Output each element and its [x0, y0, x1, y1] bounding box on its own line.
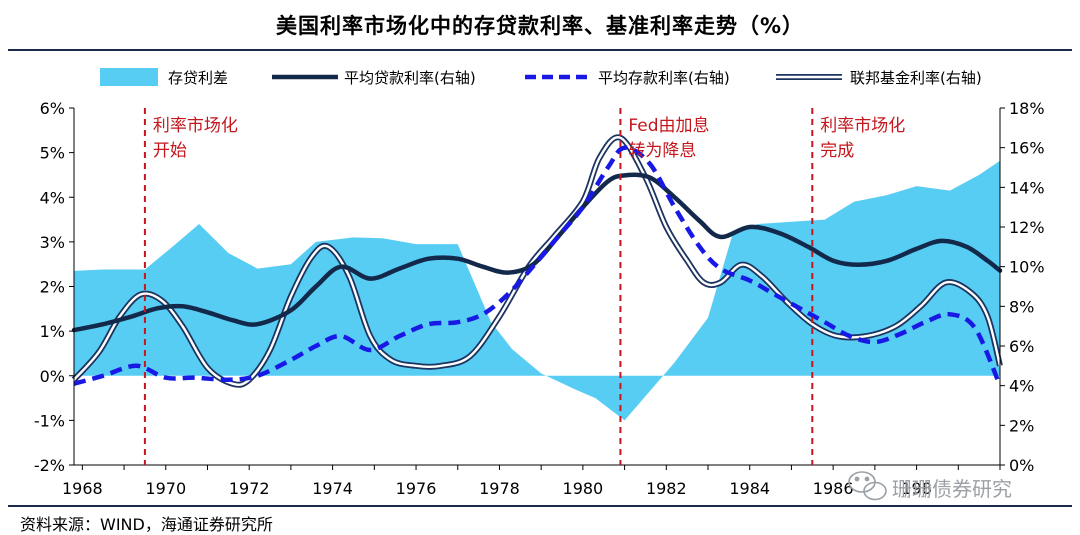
left-axis-tick-label: 1%: [40, 322, 65, 341]
event-marker-label: 完成: [820, 141, 854, 161]
legend-label-loan: 平均贷款利率(右轴): [344, 69, 476, 87]
footer-rule: [8, 505, 1072, 507]
x-axis-tick-label: 198: [901, 479, 932, 498]
left-axis-tick-label: 4%: [40, 188, 65, 207]
series-deposit-line: [73, 145, 1003, 387]
left-axis-tick-label: 0%: [40, 367, 65, 386]
series-fed-line-inner: [73, 136, 1002, 386]
legend-label-spread: 存贷利差: [168, 69, 228, 87]
event-marker-label: 利率市场化: [153, 116, 238, 136]
watermark-text: 珊珊债券研究: [892, 477, 1012, 501]
title-underline: [8, 49, 1072, 51]
x-axis-tick-label: 1982: [646, 479, 687, 498]
x-axis-tick-label: 1970: [145, 479, 186, 498]
legend-swatch-spread: [100, 68, 158, 86]
event-marker-label: 开始: [153, 141, 187, 161]
left-axis-tick-label: 3%: [40, 233, 65, 252]
legend-label-fed: 联邦基金利率(右轴): [850, 69, 982, 87]
x-axis-tick-label: 1984: [729, 479, 770, 498]
right-axis-tick-label: 14%: [1009, 178, 1045, 197]
right-axis-tick-label: 6%: [1009, 337, 1034, 356]
right-axis-tick-label: 10%: [1009, 258, 1045, 277]
x-axis-tick-label: 1978: [479, 479, 520, 498]
right-axis-tick-label: 2%: [1009, 416, 1034, 435]
legend-label-deposit: 平均存款利率(右轴): [598, 69, 730, 87]
right-axis-tick-label: 4%: [1009, 377, 1034, 396]
right-axis-tick-label: 8%: [1009, 297, 1034, 316]
event-marker-label: 转为降息: [628, 141, 696, 161]
right-axis-tick-label: 18%: [1009, 99, 1045, 118]
wechat-icon: [848, 471, 887, 501]
x-axis-tick-label: 1986: [813, 479, 854, 498]
event-marker-label: 利率市场化: [820, 116, 905, 136]
left-axis-tick-label: 5%: [40, 144, 65, 163]
right-axis-tick-label: 12%: [1009, 218, 1045, 237]
chart-title: 美国利率市场化中的存贷款利率、基准利率走势（%）: [275, 14, 805, 38]
x-axis-tick-label: 1968: [62, 479, 103, 498]
right-axis-tick-label: 16%: [1009, 139, 1045, 158]
x-axis-tick-label: 1976: [396, 479, 437, 498]
x-axis-tick-label: 1974: [312, 479, 353, 498]
x-axis-tick-label: 1972: [229, 479, 270, 498]
series-spread-area: [74, 160, 1000, 421]
left-axis-tick-label: 2%: [40, 278, 65, 297]
left-axis-tick-label: 6%: [40, 99, 65, 118]
legend: 存贷利差 平均贷款利率(右轴) 平均存款利率(右轴) 联邦基金利率(右轴): [100, 68, 982, 87]
right-axis-tick-label: 0%: [1009, 456, 1034, 475]
source-note: 资料来源：WIND，海通证券研究所: [20, 515, 273, 534]
event-marker-label: Fed由加息: [628, 116, 709, 136]
x-axis-tick-label: 1980: [563, 479, 604, 498]
left-axis-tick-label: -1%: [34, 411, 65, 430]
left-axis-tick-label: -2%: [34, 456, 65, 475]
watermark: 珊珊债券研究: [848, 471, 1012, 501]
